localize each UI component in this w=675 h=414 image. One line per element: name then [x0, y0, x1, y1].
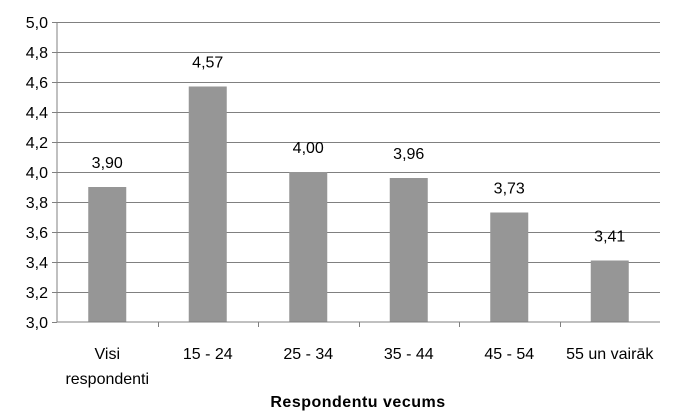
y-tick-label: 3,2 [26, 285, 48, 302]
gridlines [52, 22, 660, 327]
y-tick-label: 4,8 [26, 45, 48, 62]
bar [490, 212, 529, 322]
bar [389, 178, 428, 322]
y-tick-label: 3,6 [26, 225, 48, 242]
x-tick-label: 45 - 54 [484, 346, 534, 363]
x-tick-label: Visi [95, 346, 121, 363]
y-tick-label: 4,6 [26, 75, 48, 92]
data-label: 4,00 [293, 140, 324, 157]
y-tick-label: 4,0 [26, 165, 48, 182]
x-tick-label: 15 - 24 [183, 346, 233, 363]
x-axis-tick-labels: Visi respondenti 15 - 24 25 - 34 35 - 44 45 -… [65, 346, 654, 388]
x-axis-title: Respondentu vecums [270, 394, 445, 411]
x-tick-label: 55 un vairāk [566, 346, 654, 363]
bar [88, 187, 127, 322]
data-labels: 3,90 4,57 4,00 3,96 3,73 3,41 [92, 55, 626, 246]
x-tick-label: respondenti [65, 371, 149, 388]
data-label: 4,57 [192, 55, 223, 72]
y-tick-label: 3,4 [26, 255, 48, 272]
data-label: 3,96 [393, 146, 424, 163]
y-axis-tick-labels: 3,0 3,2 3,4 3,6 3,8 4,0 4,2 4,4 4,6 4,8 5,0 [26, 15, 48, 332]
bars [88, 86, 629, 322]
bar [289, 172, 328, 322]
bar [590, 260, 629, 322]
x-tick-label: 35 - 44 [384, 346, 434, 363]
data-label: 3,73 [494, 181, 525, 198]
y-tick-label: 5,0 [26, 15, 48, 32]
y-tick-label: 3,8 [26, 195, 48, 212]
y-tick-label: 4,4 [26, 105, 48, 122]
bar [188, 86, 227, 322]
x-tick-label: 25 - 34 [283, 346, 333, 363]
y-tick-label: 3,0 [26, 315, 48, 332]
data-label: 3,41 [594, 229, 625, 246]
data-label: 3,90 [92, 155, 123, 172]
y-tick-label: 4,2 [26, 135, 48, 152]
